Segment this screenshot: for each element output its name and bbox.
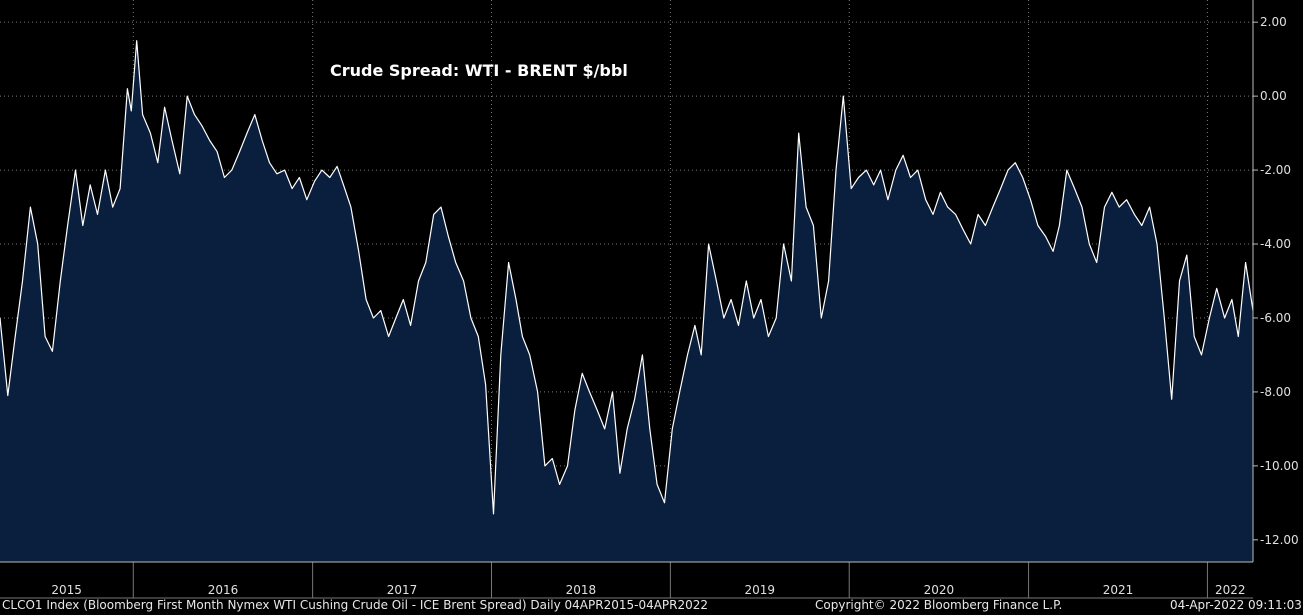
- x-tick-label: 2017: [387, 583, 418, 597]
- series-description: CLCO1 Index (Bloomberg First Month Nymex…: [2, 598, 709, 612]
- y-tick-label: 0.00: [1260, 89, 1287, 103]
- x-axis: 2015 2016 2017 2018 2019 2020 2021 2022: [0, 561, 1253, 599]
- y-tick-label: -10.00: [1260, 459, 1299, 473]
- y-tick-label: -2.00: [1260, 163, 1291, 177]
- x-tick-label: 2016: [208, 583, 239, 597]
- spread-line: [0, 40, 1254, 515]
- spread-area-fill: [0, 40, 1253, 562]
- y-axis-ticks: 2.00 0.00 -2.00 -4.00 -6.00 -8.00 -10.00 -12.00: [1253, 15, 1299, 547]
- y-tick-label: -12.00: [1260, 533, 1299, 547]
- y-tick-label: -4.00: [1260, 237, 1291, 251]
- timestamp-text: 04-Apr-2022 09:11:03: [1170, 598, 1302, 612]
- x-tick-label: 2018: [566, 583, 597, 597]
- x-tick-label: 2015: [51, 583, 82, 597]
- y-tick-label: 2.00: [1260, 15, 1287, 29]
- x-tick-label: 2021: [1103, 583, 1134, 597]
- y-tick-label: -6.00: [1260, 311, 1291, 325]
- chart-title: Crude Spread: WTI - BRENT $/bbl: [330, 61, 628, 80]
- copyright-text: Copyright© 2022 Bloomberg Finance L.P.: [815, 598, 1063, 612]
- y-tick-label: -8.00: [1260, 385, 1291, 399]
- x-tick-label: 2022: [1215, 583, 1246, 597]
- x-tick-label: 2020: [924, 583, 955, 597]
- x-tick-label: 2019: [745, 583, 776, 597]
